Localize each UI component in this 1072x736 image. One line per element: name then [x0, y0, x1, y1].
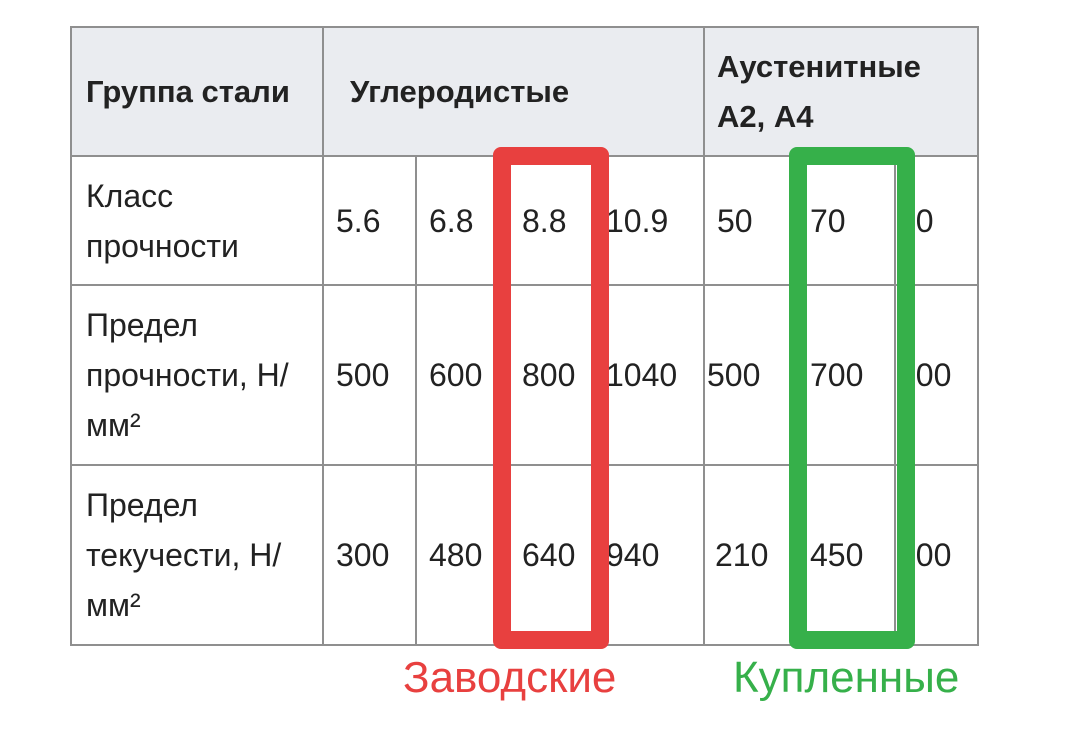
table-cell: 300 [322, 464, 417, 646]
table-cell: 500 [322, 284, 417, 466]
strength-class-table: Группа стали Углеродистые Аустенитные А2… [70, 26, 979, 646]
row-label-tensile-strength: Предел прочности, Н/мм² [70, 284, 324, 466]
table-cell: 500 [703, 284, 798, 466]
header-austenitic: Аустенитные А2, А4 [703, 26, 979, 157]
row-label-strength-class: Класс прочности [70, 155, 324, 286]
bought-caption: Купленные [733, 653, 960, 702]
table-row-tensile-strength: Предел прочности, Н/мм² 500 600 800 1040… [70, 284, 979, 466]
factory-caption: Заводские [403, 653, 617, 702]
table-row-yield-strength: Предел текучести, Н/мм² 300 480 640 940 … [70, 464, 979, 646]
header-steel-group: Группа стали [70, 26, 324, 157]
header-austenitic-text: Аустенитные А2, А4 [717, 48, 921, 134]
table-cell: 50 [703, 155, 798, 286]
bought-highlight-frame [789, 147, 915, 649]
table-cell: 940 [602, 464, 705, 646]
header-carbon-text: Углеродистые [350, 73, 570, 109]
table-cell: 700 [796, 284, 896, 466]
row-label-yield-strength: Предел текучести, Н/мм² [70, 464, 324, 646]
header-carbon: Углеродистые [322, 26, 705, 157]
table-cell: 1040 [602, 284, 705, 466]
table-cell: 210 [703, 464, 798, 646]
table-cell: 450 [796, 464, 896, 646]
factory-highlight-frame [493, 147, 609, 649]
table-header-row: Группа стали Углеродистые Аустенитные А2… [70, 26, 979, 157]
header-steel-group-text: Группа стали [86, 73, 290, 109]
table-cell: 800 [508, 284, 604, 466]
table-cell: 5.6 [322, 155, 417, 286]
table-cell: 640 [508, 464, 604, 646]
table-cell: 10.9 [602, 155, 705, 286]
table-cell: 70 [796, 155, 896, 286]
